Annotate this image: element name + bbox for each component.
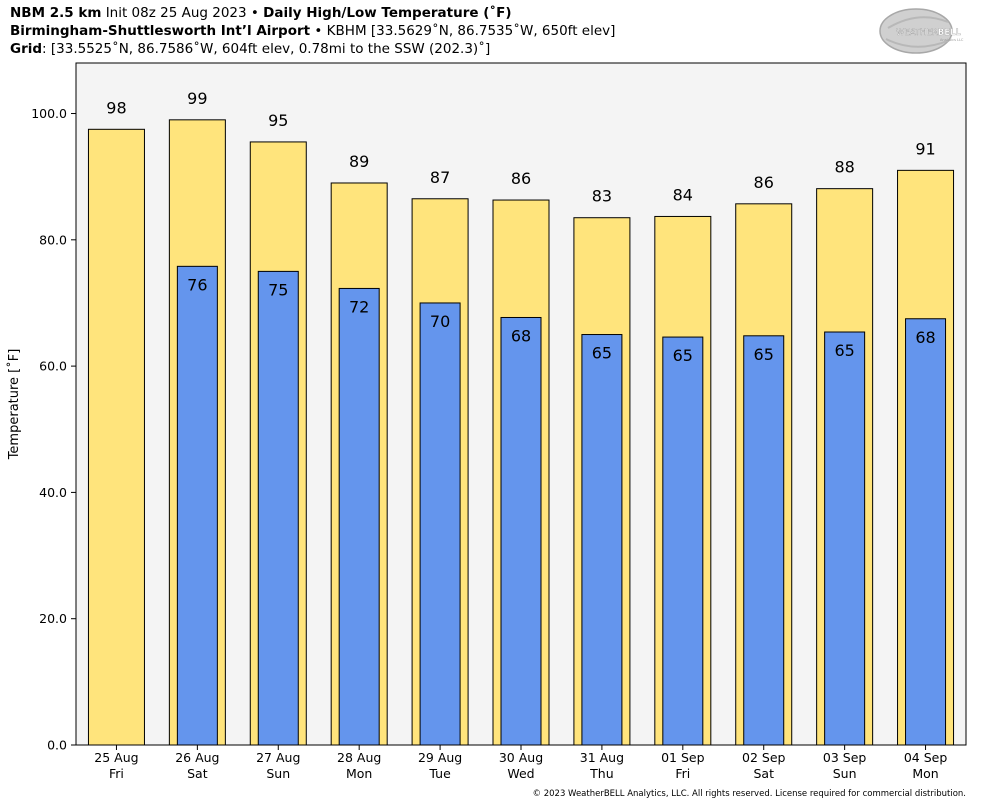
x-tick-day: Wed — [507, 766, 534, 781]
station-info: KBHM [33.5629˚N, 86.7535˚W, 650ft elev] — [326, 23, 616, 39]
x-tick-day: Fri — [675, 766, 690, 781]
low-temp-bar — [581, 334, 623, 746]
low-temp-label: 76 — [187, 275, 207, 294]
logo-text-main: WEATHER — [896, 28, 938, 38]
low-temp-label: 65 — [592, 344, 612, 363]
station-name: Birmingham-Shuttlesworth Int’l Airport — [10, 23, 311, 39]
x-tick-date: 29 Aug — [418, 750, 462, 765]
low-temp-label: 70 — [430, 312, 450, 331]
low-temp-label: 65 — [754, 345, 774, 364]
high-temp-label: 89 — [349, 152, 369, 171]
x-tick-day: Sun — [266, 766, 290, 781]
svg-text:WEATHERBELL: WEATHERBELL — [896, 28, 961, 38]
x-tick-day: Sun — [833, 766, 857, 781]
y-tick-label: 40.0 — [39, 485, 67, 500]
x-tick-date: 04 Sep — [904, 750, 948, 765]
high-temp-label: 83 — [592, 187, 612, 206]
low-temp-label: 65 — [834, 341, 854, 360]
high-temp-label: 87 — [430, 168, 450, 187]
y-tick-label: 100.0 — [31, 106, 67, 121]
logo-text-bold: BELL — [938, 28, 962, 38]
grid-info: : [33.5525˚N, 86.7586˚W, 604ft elev, 0.7… — [42, 41, 491, 57]
weatherbell-logo: WEATHERBELL Analytics LLC — [879, 8, 964, 54]
x-tick-day: Mon — [912, 766, 938, 781]
high-temp-label: 84 — [673, 185, 693, 204]
model-name: NBM 2.5 km — [10, 5, 102, 21]
logo-text-sub: Analytics LLC — [940, 38, 964, 42]
x-tick-date: 26 Aug — [175, 750, 219, 765]
high-temp-label: 86 — [511, 169, 531, 188]
x-tick-date: 27 Aug — [256, 750, 300, 765]
high-temp-label: 98 — [106, 98, 126, 117]
low-temp-label: 75 — [268, 280, 288, 299]
x-tick-day: Mon — [346, 766, 372, 781]
high-temp-label: 88 — [834, 158, 854, 177]
low-temp-label: 65 — [673, 346, 693, 365]
low-temp-label: 72 — [349, 297, 369, 316]
x-tick-date: 31 Aug — [580, 750, 624, 765]
title-line-2: Birmingham-Shuttlesworth Int’l Airport •… — [10, 23, 615, 40]
x-tick-date: 28 Aug — [337, 750, 381, 765]
low-temp-bar — [257, 270, 299, 746]
x-tick-date: 01 Sep — [661, 750, 705, 765]
low-temp-bar — [743, 335, 785, 746]
title-line-1: NBM 2.5 km Init 08z 25 Aug 2023 • Daily … — [10, 5, 512, 22]
x-tick-date: 25 Aug — [94, 750, 138, 765]
x-tick-date: 02 Sep — [742, 750, 786, 765]
copyright-notice: © 2023 WeatherBELL Analytics, LLC. All r… — [532, 789, 966, 799]
low-temp-label: 68 — [915, 328, 935, 347]
title-line-3: Grid: [33.5525˚N, 86.7586˚W, 604ft elev,… — [10, 41, 490, 58]
low-temp-bar — [419, 302, 461, 746]
x-tick-day: Sat — [187, 766, 208, 781]
x-tick-day: Thu — [589, 766, 613, 781]
low-temp-bar — [500, 316, 542, 746]
plot-frame — [75, 62, 967, 746]
product-name: Daily High/Low Temperature (˚F) — [263, 5, 512, 21]
y-tick-label: 60.0 — [39, 359, 67, 374]
low-temp-bar — [824, 331, 866, 746]
x-tick-day: Fri — [109, 766, 124, 781]
high-temp-bar — [87, 128, 145, 746]
bullet-separator: • — [314, 23, 323, 39]
y-tick-label: 80.0 — [39, 232, 67, 247]
high-temp-label: 86 — [754, 173, 774, 192]
x-tick-day: Tue — [428, 766, 451, 781]
y-axis-label: Temperature [˚F] — [6, 349, 22, 461]
low-temp-bar — [176, 265, 218, 746]
x-tick-date: 30 Aug — [499, 750, 543, 765]
high-temp-label: 91 — [915, 139, 935, 158]
low-temp-bar — [905, 318, 947, 746]
bullet-separator: • — [250, 5, 259, 21]
init-time: Init 08z 25 Aug 2023 — [105, 5, 247, 21]
y-tick-label: 0.0 — [47, 738, 67, 753]
low-temp-bar — [662, 336, 704, 746]
grid-label: Grid — [10, 41, 43, 57]
high-temp-label: 99 — [187, 89, 207, 108]
high-temp-label: 95 — [268, 111, 288, 130]
low-temp-label: 68 — [511, 326, 531, 345]
x-tick-date: 03 Sep — [823, 750, 867, 765]
y-tick-label: 20.0 — [39, 611, 67, 626]
x-tick-day: Sat — [753, 766, 774, 781]
low-temp-bar — [338, 287, 380, 746]
